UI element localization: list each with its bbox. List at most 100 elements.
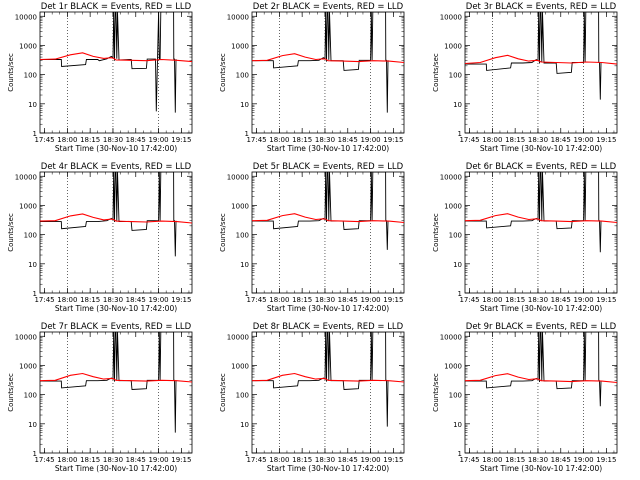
panel-5: Det 5r BLACK = Events, RED = LLD 1 10 100 10… [219, 162, 405, 313]
x-tick-label: 18:15 [505, 136, 525, 144]
lld-series-line [252, 53, 404, 64]
x-tick-label: 19:15 [596, 136, 616, 144]
panel-title: Det 7r BLACK = Events, RED = LLD [41, 322, 192, 332]
x-tick-label: 17:45 [459, 296, 479, 304]
y-tick-label: 10000 [15, 333, 37, 341]
x-tick-label: 18:00 [482, 136, 502, 144]
y-axis-label: Counts/sec [219, 53, 227, 92]
y-tick-label: 1 [245, 130, 249, 138]
panel-title: Det 6r BLACK = Events, RED = LLD [466, 162, 617, 172]
x-tick-label: 18:30 [528, 136, 548, 144]
lld-series-line [40, 52, 192, 63]
y-tick-label: 10 [453, 261, 462, 269]
x-tick-label: 18:00 [269, 296, 289, 304]
x-tick-label: 18:00 [57, 456, 77, 464]
panel-title: Det 9r BLACK = Events, RED = LLD [466, 322, 617, 332]
y-tick-label: 10 [453, 101, 462, 109]
events-series-line [465, 172, 602, 253]
panel-title: Det 4r BLACK = Events, RED = LLD [41, 162, 192, 172]
x-tick-label: 19:15 [171, 136, 191, 144]
y-axis-label: Counts/sec [432, 373, 440, 412]
panel-title: Det 1r BLACK = Events, RED = LLD [41, 2, 192, 12]
y-tick-label: 10000 [440, 333, 462, 341]
y-tick-label: 100 [236, 72, 249, 80]
panel-8: Det 8r BLACK = Events, RED = LLD 1 10 100 10… [219, 322, 405, 473]
x-tick-label: 17:45 [34, 136, 54, 144]
events-series-line [40, 332, 177, 433]
x-tick-label: 18:30 [528, 296, 548, 304]
y-tick-label: 10000 [227, 173, 249, 181]
x-tick-label: 19:00 [360, 136, 380, 144]
x-tick-label: 19:00 [360, 456, 380, 464]
lld-series-line [40, 372, 192, 383]
y-axis-label: Counts/sec [7, 213, 15, 252]
panel-title: Det 2r BLACK = Events, RED = LLD [253, 2, 404, 12]
panel-3: Det 3r BLACK = Events, RED = LLD 1 10 100 10… [432, 2, 618, 153]
x-tick-label: 17:45 [246, 456, 266, 464]
x-tick-label: 18:45 [126, 456, 146, 464]
x-tick-label: 18:30 [315, 136, 335, 144]
x-tick-label: 18:45 [338, 456, 358, 464]
x-tick-label: 18:45 [551, 456, 571, 464]
lld-series-line [40, 213, 192, 224]
x-axis-label: Start Time (30-Nov-10 17:42:00) [55, 304, 177, 313]
x-tick-label: 19:15 [596, 296, 616, 304]
y-axis-label: Counts/sec [432, 53, 440, 92]
lld-series-line [252, 372, 404, 383]
y-tick-label: 100 [449, 232, 462, 240]
y-axis-label: Counts/sec [7, 53, 15, 92]
x-tick-label: 19:15 [171, 456, 191, 464]
panel-1: Det 1r BLACK = Events, RED = LLD 1 10 100 10… [7, 2, 193, 153]
x-tick-label: 17:45 [459, 456, 479, 464]
x-tick-label: 19:15 [383, 296, 403, 304]
x-tick-label: 18:45 [126, 296, 146, 304]
y-tick-label: 10 [28, 421, 37, 429]
x-tick-label: 18:30 [315, 456, 335, 464]
y-tick-label: 1000 [19, 202, 37, 210]
x-tick-label: 18:45 [126, 136, 146, 144]
x-tick-label: 18:30 [103, 136, 123, 144]
x-tick-label: 18:00 [57, 296, 77, 304]
x-tick-label: 19:00 [573, 136, 593, 144]
y-tick-label: 100 [449, 392, 462, 400]
x-axis-label: Start Time (30-Nov-10 17:42:00) [267, 304, 389, 313]
x-tick-label: 18:45 [551, 296, 571, 304]
y-tick-label: 10 [240, 261, 249, 269]
x-tick-label: 17:45 [246, 296, 266, 304]
x-tick-label: 17:45 [246, 136, 266, 144]
x-tick-label: 18:30 [315, 296, 335, 304]
x-tick-label: 18:15 [292, 296, 312, 304]
y-tick-label: 100 [236, 232, 249, 240]
y-tick-label: 10000 [15, 13, 37, 21]
x-tick-label: 17:45 [459, 136, 479, 144]
x-axis-label: Start Time (30-Nov-10 17:42:00) [267, 144, 389, 153]
y-tick-label: 100 [24, 392, 37, 400]
y-tick-label: 1 [33, 290, 37, 298]
y-tick-label: 100 [236, 392, 249, 400]
x-tick-label: 18:00 [482, 456, 502, 464]
panel-6: Det 6r BLACK = Events, RED = LLD 1 10 100 10… [432, 162, 618, 313]
x-tick-label: 18:45 [338, 136, 358, 144]
y-tick-label: 1000 [444, 362, 462, 370]
panel-title: Det 3r BLACK = Events, RED = LLD [466, 2, 617, 12]
panel-4: Det 4r BLACK = Events, RED = LLD 1 10 100 10… [7, 162, 193, 313]
x-tick-label: 19:15 [596, 456, 616, 464]
events-series-line [40, 172, 177, 257]
y-tick-label: 1 [458, 290, 462, 298]
panel-9: Det 9r BLACK = Events, RED = LLD 1 10 100 10… [432, 322, 618, 473]
y-tick-label: 1000 [231, 362, 249, 370]
x-tick-label: 19:00 [148, 296, 168, 304]
x-tick-label: 18:30 [103, 456, 123, 464]
y-tick-label: 1000 [19, 362, 37, 370]
y-tick-label: 10000 [440, 13, 462, 21]
y-axis-label: Counts/sec [219, 373, 227, 412]
x-tick-label: 19:00 [148, 456, 168, 464]
y-tick-label: 10 [240, 421, 249, 429]
y-tick-label: 10000 [440, 173, 462, 181]
x-tick-label: 18:00 [482, 296, 502, 304]
panel-2: Det 2r BLACK = Events, RED = LLD 1 10 100 10… [219, 2, 405, 153]
x-tick-label: 17:45 [34, 456, 54, 464]
y-tick-label: 1000 [231, 202, 249, 210]
y-tick-label: 10 [240, 101, 249, 109]
